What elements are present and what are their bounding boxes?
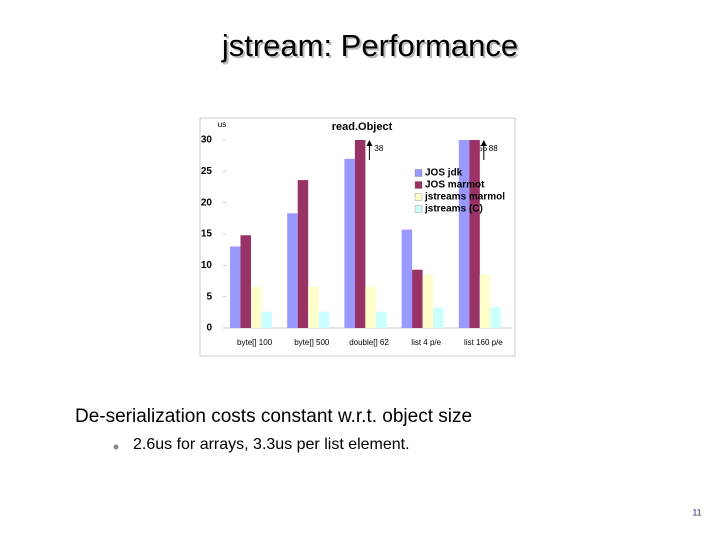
chart-title: read.Object [332, 121, 393, 133]
legend-swatch [414, 181, 423, 189]
title-shadow: jstream: Performance [223, 30, 520, 65]
bar [479, 274, 491, 328]
bar [433, 307, 444, 328]
clip-label: 38 [374, 144, 383, 153]
bar [422, 274, 434, 328]
y-tick-label: 15 [201, 229, 213, 240]
x-tick-label: list 4 p/e [411, 338, 441, 347]
legend-label: jstreams (C) [424, 204, 483, 215]
bar [287, 213, 298, 328]
bar [490, 307, 501, 328]
clip-arrow-head [366, 140, 373, 146]
bar [318, 311, 330, 328]
slide-title: jstream: Performance [221, 28, 518, 63]
legend-swatch [414, 205, 423, 213]
y-axis-label: us [218, 120, 226, 129]
bar [375, 311, 387, 328]
bar [401, 229, 413, 328]
bar [251, 286, 262, 328]
x-tick-label: double[] 62 [349, 338, 389, 347]
bar [412, 269, 423, 328]
y-tick-label: 20 [201, 197, 213, 208]
bar [354, 140, 366, 328]
sub-bullet-dot [113, 444, 119, 450]
legend-label: JOS jdk [425, 168, 463, 179]
x-tick-label: byte[] 500 [294, 338, 330, 347]
clip-arrow-head [480, 140, 487, 146]
bar [261, 311, 272, 328]
bar [344, 158, 355, 328]
x-tick-label: byte[] 100 [237, 338, 273, 347]
y-tick-label: 0 [206, 323, 212, 334]
chart: 0 5 10 15 20 25 30 byte[] 100 byte[] 500 double[]… [201, 135, 512, 347]
legend-swatch [414, 193, 423, 201]
y-tick-label: 30 [201, 135, 213, 146]
bar [458, 140, 470, 328]
bar [240, 235, 251, 328]
clip-label: 88 [489, 144, 498, 153]
bullet-text: De-serialization costs constant w.r.t. o… [75, 406, 472, 427]
y-tick-label: 10 [201, 260, 213, 271]
x-tick-label: list 160 p/e [464, 338, 503, 347]
bar [297, 180, 309, 328]
bar [469, 140, 480, 328]
y-tick-label: 5 [206, 291, 212, 302]
clip-label: 55 [478, 144, 487, 153]
bar [230, 246, 241, 328]
sub-bullet-text: 2.6us for arrays, 3.3us per list element… [133, 436, 410, 453]
y-tick-label: 25 [201, 166, 213, 177]
legend-label: JOS marmot [425, 180, 485, 191]
page-number: 11 [692, 507, 701, 517]
bar [365, 286, 376, 328]
legend-swatch [414, 169, 423, 177]
bar [308, 286, 319, 328]
legend-label: jstreams marmol [424, 192, 505, 203]
